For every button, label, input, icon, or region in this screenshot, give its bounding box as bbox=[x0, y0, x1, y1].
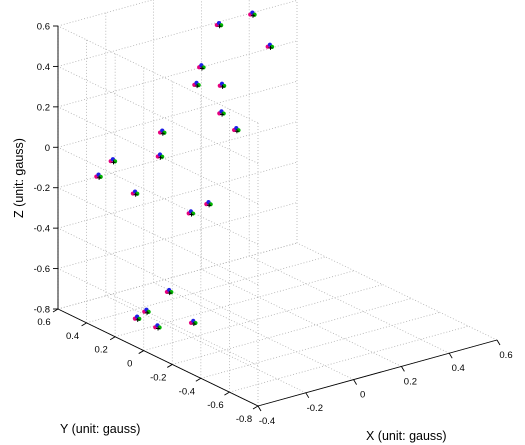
x-axis-label: X (unit: gauss) bbox=[366, 429, 447, 443]
x-tick-mark bbox=[496, 339, 501, 346]
data-point bbox=[231, 125, 241, 134]
grid-line bbox=[143, 284, 383, 351]
data-point bbox=[94, 172, 103, 180]
grid-line bbox=[57, 0, 298, 67]
grid-line bbox=[200, 311, 440, 379]
grid-line bbox=[57, 242, 298, 310]
y-tick-mark bbox=[81, 322, 87, 327]
grid-line bbox=[115, 270, 355, 338]
grid-line bbox=[57, 25, 259, 124]
y-tick-mark bbox=[195, 377, 202, 382]
grid-line bbox=[57, 66, 259, 164]
grid-line bbox=[57, 146, 259, 245]
x-tick-mark bbox=[448, 352, 453, 359]
data-point bbox=[248, 10, 257, 18]
x-tick-label: 0 bbox=[360, 390, 365, 401]
data-point bbox=[217, 109, 226, 117]
y-tick-label: -0.6 bbox=[207, 400, 223, 411]
point-layer bbox=[94, 10, 275, 331]
grid-line bbox=[296, 242, 498, 341]
y-tick-label: 0.6 bbox=[37, 317, 50, 328]
x-tick-label: 0.4 bbox=[452, 363, 465, 374]
y-axis-label: Y (unit: gauss) bbox=[60, 422, 140, 436]
grid-line bbox=[172, 298, 412, 365]
x-tick-label: -0.4 bbox=[259, 416, 275, 427]
y-tick-mark bbox=[167, 364, 173, 368]
grid-layer bbox=[57, 0, 498, 407]
axes-box bbox=[57, 26, 498, 407]
y-tick-label: 0.4 bbox=[66, 331, 79, 342]
y-tick-label: -0.2 bbox=[150, 372, 166, 383]
data-point bbox=[142, 307, 151, 315]
grid-line bbox=[201, 269, 402, 367]
grid-line bbox=[57, 202, 298, 269]
data-point bbox=[157, 128, 167, 136]
x-tick-mark bbox=[353, 379, 357, 385]
data-point bbox=[132, 314, 142, 322]
y-tick-label: -0.4 bbox=[179, 386, 195, 397]
y-tick-label: 0 bbox=[127, 359, 132, 370]
grid-line bbox=[57, 121, 298, 189]
data-point bbox=[130, 189, 140, 197]
grid-line bbox=[57, 227, 259, 326]
grid-line bbox=[57, 0, 154, 27]
grid-line bbox=[153, 282, 354, 380]
y-tick-mark bbox=[109, 336, 116, 341]
grid-line bbox=[57, 268, 259, 366]
grid-line bbox=[105, 295, 306, 394]
grid-line bbox=[249, 255, 450, 354]
z-tick-label: -0.4 bbox=[34, 224, 50, 235]
y-tick-mark bbox=[138, 350, 144, 354]
y-axis-line bbox=[57, 308, 259, 407]
grid-line bbox=[86, 256, 326, 324]
y-tick-label: 0.2 bbox=[95, 345, 108, 356]
tick-layer: -0.4-0.200.20.40.6-0.8-0.6-0.4-0.200.20.… bbox=[34, 22, 513, 428]
x-tick-mark bbox=[305, 392, 310, 399]
data-point bbox=[164, 287, 174, 296]
data-point bbox=[192, 80, 201, 89]
z-tick-label: 0.4 bbox=[37, 62, 50, 73]
x-tick-mark bbox=[257, 405, 262, 412]
data-point bbox=[188, 318, 198, 327]
grid-line bbox=[57, 40, 298, 108]
z-tick-label: -0.6 bbox=[34, 264, 50, 275]
y-tick-label: -0.8 bbox=[236, 414, 252, 425]
data-point bbox=[155, 152, 165, 160]
z-tick-label: -0.8 bbox=[34, 305, 50, 316]
data-point bbox=[214, 20, 224, 29]
data-point bbox=[204, 200, 213, 208]
grid-line bbox=[229, 325, 469, 393]
data-point bbox=[153, 323, 162, 331]
data-point bbox=[217, 81, 227, 89]
x-tick-label: 0.6 bbox=[499, 350, 512, 361]
z-tick-label: 0 bbox=[45, 143, 50, 154]
z-tick-label: -0.2 bbox=[34, 183, 50, 194]
x-tick-label: 0.2 bbox=[404, 376, 417, 387]
y-tick-mark bbox=[224, 391, 230, 396]
data-point bbox=[265, 42, 275, 50]
z-axis-label: Z (unit: gauss) bbox=[12, 138, 26, 218]
x-axis-line bbox=[257, 339, 498, 407]
x-tick-label: -0.2 bbox=[307, 403, 323, 414]
grid-line bbox=[57, 187, 259, 286]
grid-line bbox=[57, 161, 298, 229]
y-tick-mark bbox=[52, 308, 59, 313]
data-point bbox=[108, 157, 118, 165]
data-point bbox=[186, 209, 196, 217]
data-point bbox=[197, 63, 206, 71]
y-tick-mark bbox=[252, 405, 259, 410]
z-tick-label: 0.6 bbox=[37, 22, 50, 33]
x-tick-mark bbox=[401, 366, 405, 372]
grid-line bbox=[57, 80, 298, 148]
z-tick-label: 0.2 bbox=[37, 102, 50, 113]
